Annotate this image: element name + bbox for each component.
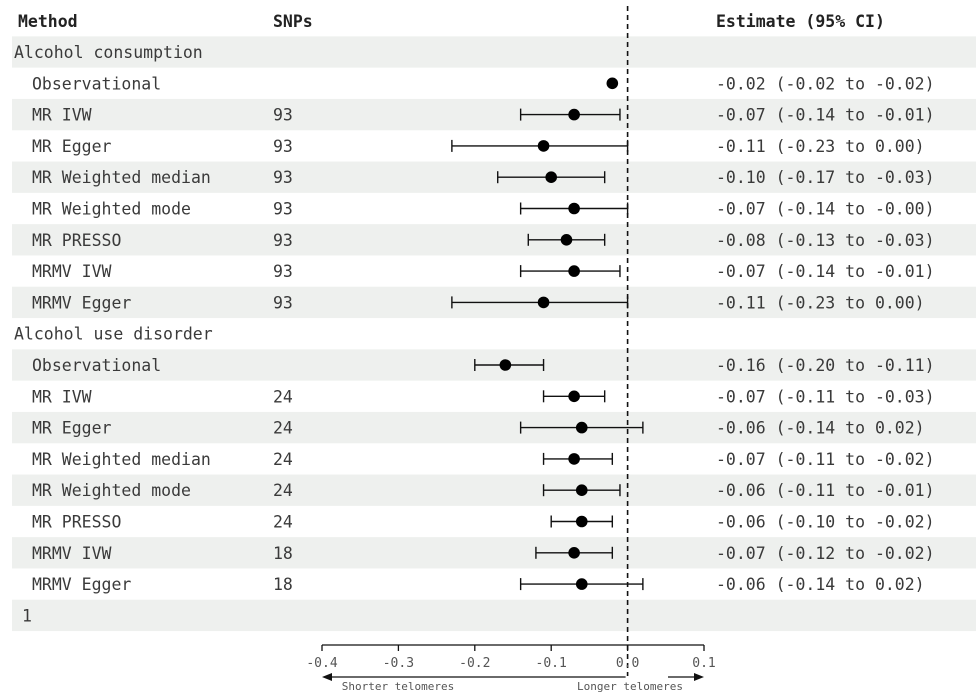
- estimate-label: -0.07 (-0.12 to -0.02): [716, 544, 935, 563]
- estimate-label: -0.11 (-0.23 to 0.00): [716, 137, 925, 156]
- point-estimate: [606, 77, 619, 90]
- point-estimate: [568, 108, 580, 121]
- method-label: MR PRESSO: [32, 231, 121, 250]
- snps-value: 24: [273, 387, 293, 406]
- point-estimate: [568, 453, 580, 465]
- method-label: Observational: [32, 356, 161, 375]
- point-estimate: [575, 515, 588, 528]
- snps-value: 18: [273, 544, 293, 563]
- estimate-label: -0.02 (-0.02 to -0.02): [716, 74, 935, 93]
- x-tick-label: 0.0: [616, 656, 639, 671]
- method-label: MR Weighted median: [32, 168, 211, 187]
- snps-value: 93: [273, 231, 293, 250]
- method-label: MR Egger: [32, 419, 112, 438]
- method-label: MRMV IVW: [32, 262, 112, 281]
- estimate-label: -0.06 (-0.10 to -0.02): [716, 513, 935, 532]
- estimate-label: -0.07 (-0.14 to -0.01): [716, 262, 935, 281]
- method-label: MR Weighted mode: [32, 200, 191, 219]
- row-stripe: [12, 161, 976, 193]
- snps-value: 93: [273, 200, 293, 219]
- snps-value: 93: [273, 293, 293, 312]
- row-stripe: [12, 411, 976, 444]
- point-estimate: [568, 265, 580, 277]
- left-direction-label: Shorter telomeres: [342, 680, 455, 692]
- estimate-label: -0.07 (-0.14 to -0.00): [716, 200, 935, 219]
- snps-value: 18: [273, 575, 293, 594]
- point-estimate: [575, 484, 588, 497]
- row-stripe: [12, 224, 976, 256]
- estimate-label: -0.11 (-0.23 to 0.00): [716, 293, 925, 312]
- snps-value: 93: [273, 262, 293, 281]
- estimate-label: -0.07 (-0.14 to -0.01): [716, 106, 935, 125]
- x-tick-label: -0.1: [536, 656, 567, 671]
- point-estimate: [560, 234, 573, 246]
- method-label: MRMV Egger: [32, 293, 131, 312]
- point-estimate: [545, 171, 557, 183]
- estimate-label: -0.07 (-0.11 to -0.02): [716, 450, 935, 469]
- snps-value: 93: [273, 168, 293, 187]
- method-label: MR Weighted mode: [32, 481, 191, 500]
- x-tick-label: -0.3: [383, 656, 414, 671]
- method-label: MR Weighted median: [32, 450, 211, 469]
- row-stripe: [12, 474, 976, 506]
- group-title: Alcohol consumption: [14, 43, 203, 62]
- point-estimate: [537, 296, 550, 309]
- snps-value: 93: [273, 137, 293, 156]
- estimate-label: -0.08 (-0.13 to -0.03): [716, 231, 935, 250]
- header-snps: SNPs: [273, 12, 313, 31]
- snps-value: 24: [273, 419, 293, 438]
- point-estimate: [575, 578, 588, 590]
- estimate-label: -0.16 (-0.20 to -0.11): [716, 356, 935, 375]
- footer-row-label: 1: [22, 606, 32, 625]
- group-title: Alcohol use disorder: [14, 325, 213, 344]
- snps-value: 24: [273, 513, 293, 532]
- x-tick-label: -0.2: [459, 656, 490, 671]
- point-estimate: [499, 359, 512, 371]
- left-arrow-head: [322, 673, 332, 681]
- estimate-label: -0.06 (-0.14 to 0.02): [716, 575, 925, 594]
- row-stripe: [12, 599, 976, 632]
- method-label: Observational: [32, 74, 161, 93]
- point-estimate: [537, 140, 550, 152]
- snps-value: 24: [273, 481, 293, 500]
- row-stripe: [12, 537, 976, 569]
- method-label: MR IVW: [32, 106, 92, 125]
- method-label: MRMV IVW: [32, 544, 112, 563]
- method-label: MRMV Egger: [32, 575, 131, 594]
- x-tick-label: 0.1: [692, 656, 715, 671]
- x-tick-label: -0.4: [306, 656, 337, 671]
- snps-value: 24: [273, 450, 293, 469]
- row-stripe: [12, 36, 976, 68]
- estimate-label: -0.07 (-0.11 to -0.03): [716, 387, 935, 406]
- method-label: MR Egger: [32, 137, 112, 156]
- snps-value: 93: [273, 106, 293, 125]
- header-method: Method: [18, 12, 78, 31]
- header-estimate: Estimate (95% CI): [716, 12, 885, 31]
- estimate-label: -0.06 (-0.11 to -0.01): [716, 481, 935, 500]
- row-stripe: [12, 98, 976, 131]
- estimate-label: -0.06 (-0.14 to 0.02): [716, 419, 925, 438]
- point-estimate: [568, 390, 580, 403]
- method-label: MR PRESSO: [32, 513, 121, 532]
- estimate-label: -0.10 (-0.17 to -0.03): [716, 168, 935, 187]
- right-direction-label: Longer telomeres: [577, 680, 683, 692]
- point-estimate: [568, 547, 580, 559]
- point-estimate: [575, 421, 588, 434]
- point-estimate: [568, 202, 580, 215]
- right-arrow-head: [694, 673, 704, 681]
- method-label: MR IVW: [32, 387, 92, 406]
